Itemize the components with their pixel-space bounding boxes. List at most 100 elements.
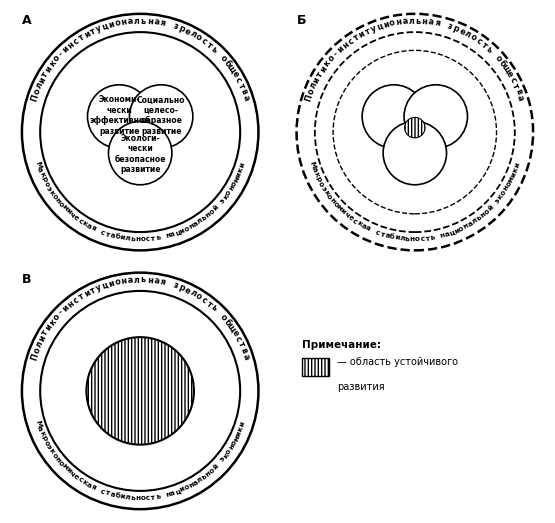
Text: т: т	[315, 70, 325, 78]
Text: к: к	[48, 189, 56, 196]
Text: ь: ь	[155, 235, 161, 241]
Text: и: и	[339, 208, 347, 215]
Text: с: с	[420, 236, 425, 242]
Text: развития: развития	[337, 382, 385, 392]
Text: л: л	[34, 340, 45, 349]
Text: щ: щ	[225, 322, 238, 334]
Text: э: э	[45, 444, 52, 450]
Text: н: н	[341, 40, 351, 51]
Text: ь: ь	[141, 17, 146, 26]
Text: Примечание:: Примечание:	[302, 340, 381, 350]
Text: о: о	[415, 236, 420, 243]
Text: а: а	[427, 17, 435, 27]
Text: и: и	[235, 171, 243, 178]
Text: с: с	[233, 335, 243, 343]
Text: и: и	[64, 467, 72, 474]
Text: н: н	[188, 481, 195, 489]
Circle shape	[383, 121, 447, 185]
Text: о: о	[32, 346, 42, 355]
Text: о: о	[114, 18, 121, 28]
Text: о: о	[225, 448, 233, 455]
Text: о: о	[194, 32, 203, 43]
Text: н: н	[66, 40, 76, 51]
Text: н: н	[228, 185, 235, 192]
Text: к: к	[222, 452, 230, 459]
Text: и: и	[37, 334, 48, 343]
Text: и: и	[83, 29, 92, 40]
Text: ь: ь	[484, 44, 494, 54]
Text: и: и	[453, 227, 461, 234]
Text: -: -	[332, 50, 340, 58]
Text: о: о	[218, 312, 229, 323]
Text: и: и	[382, 20, 390, 30]
Text: Экономи-
чески
эффективное
развитие: Экономи- чески эффективное развитие	[89, 95, 149, 135]
Text: к: к	[497, 193, 504, 200]
Text: ь: ь	[405, 236, 410, 242]
Text: ц: ц	[101, 21, 109, 32]
Text: к: к	[38, 430, 46, 437]
Text: а: а	[192, 220, 199, 228]
Text: н: н	[204, 470, 212, 477]
Text: т: т	[205, 299, 214, 309]
Text: у: у	[95, 283, 103, 293]
Text: е: е	[457, 26, 466, 37]
Text: е: е	[230, 70, 240, 79]
Text: ь: ь	[209, 303, 219, 313]
Text: а: а	[384, 232, 390, 240]
Text: о: о	[317, 180, 325, 187]
Text: ч: ч	[343, 211, 351, 219]
Text: о: о	[208, 208, 216, 215]
Circle shape	[405, 117, 425, 138]
Text: о: о	[52, 54, 62, 64]
Text: ь: ь	[430, 235, 435, 241]
Text: т: т	[425, 235, 430, 242]
Text: о: о	[388, 18, 396, 28]
Text: н: н	[440, 232, 446, 240]
Text: а: а	[36, 167, 43, 174]
Text: П: П	[29, 93, 40, 103]
Text: о: о	[230, 439, 238, 446]
Text: ь: ь	[209, 44, 219, 54]
Text: а: а	[444, 231, 451, 238]
Text: щ: щ	[225, 63, 238, 75]
Text: и: и	[513, 162, 521, 168]
Text: э: э	[493, 197, 501, 204]
Text: о: о	[500, 189, 507, 196]
Text: о: о	[225, 189, 233, 196]
Text: с: с	[72, 36, 81, 47]
Text: А: А	[22, 14, 32, 27]
Text: р: р	[40, 176, 48, 183]
Text: к: к	[237, 426, 244, 433]
Text: а: а	[153, 17, 160, 27]
Text: т: т	[364, 27, 372, 37]
Text: о: о	[32, 87, 42, 96]
Text: к: к	[322, 189, 330, 196]
Text: с: с	[200, 295, 209, 305]
Text: о: о	[140, 236, 145, 243]
Text: т: т	[236, 340, 246, 349]
Text: с: с	[200, 36, 209, 47]
Text: к: к	[81, 220, 88, 228]
Text: ц: ц	[101, 280, 109, 291]
Text: и: и	[61, 303, 71, 313]
Text: н: н	[502, 185, 510, 192]
Text: и: и	[235, 430, 243, 437]
Text: в: в	[239, 347, 249, 355]
Text: т: т	[379, 231, 385, 238]
Text: а: а	[127, 17, 134, 26]
Text: ь: ь	[130, 236, 135, 242]
Text: з: з	[171, 281, 179, 291]
Text: Экологи-
чески
безопасное
развитие: Экологи- чески безопасное развитие	[114, 134, 166, 174]
Text: В: В	[22, 272, 32, 286]
Text: П: П	[29, 352, 40, 361]
Text: т: т	[236, 82, 246, 90]
Text: т: т	[150, 494, 155, 501]
Text: ь: ь	[475, 214, 482, 222]
Text: ч: ч	[68, 211, 76, 219]
Text: с: с	[72, 295, 81, 305]
Text: с: с	[77, 476, 84, 484]
Text: — область устойчивого: — область устойчивого	[337, 357, 458, 367]
Text: и: и	[336, 44, 346, 54]
Text: ь: ь	[416, 17, 421, 26]
Text: т: т	[205, 40, 214, 50]
